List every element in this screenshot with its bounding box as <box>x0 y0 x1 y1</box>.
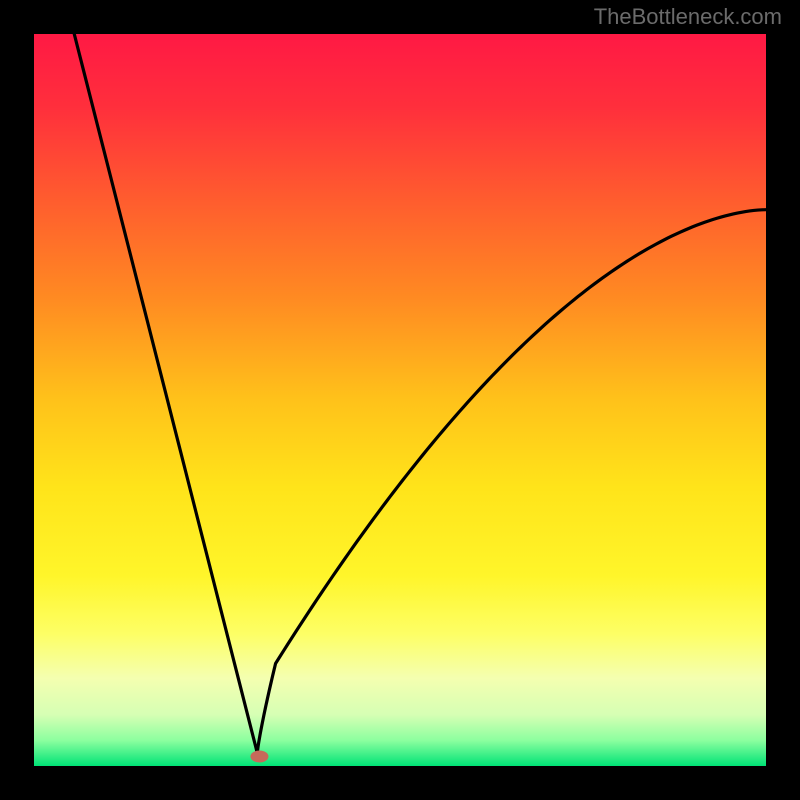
chart-frame: TheBottleneck.com <box>0 0 800 800</box>
watermark-label: TheBottleneck.com <box>594 4 782 30</box>
optimal-point-marker <box>250 750 268 762</box>
bottleneck-chart <box>0 0 800 800</box>
